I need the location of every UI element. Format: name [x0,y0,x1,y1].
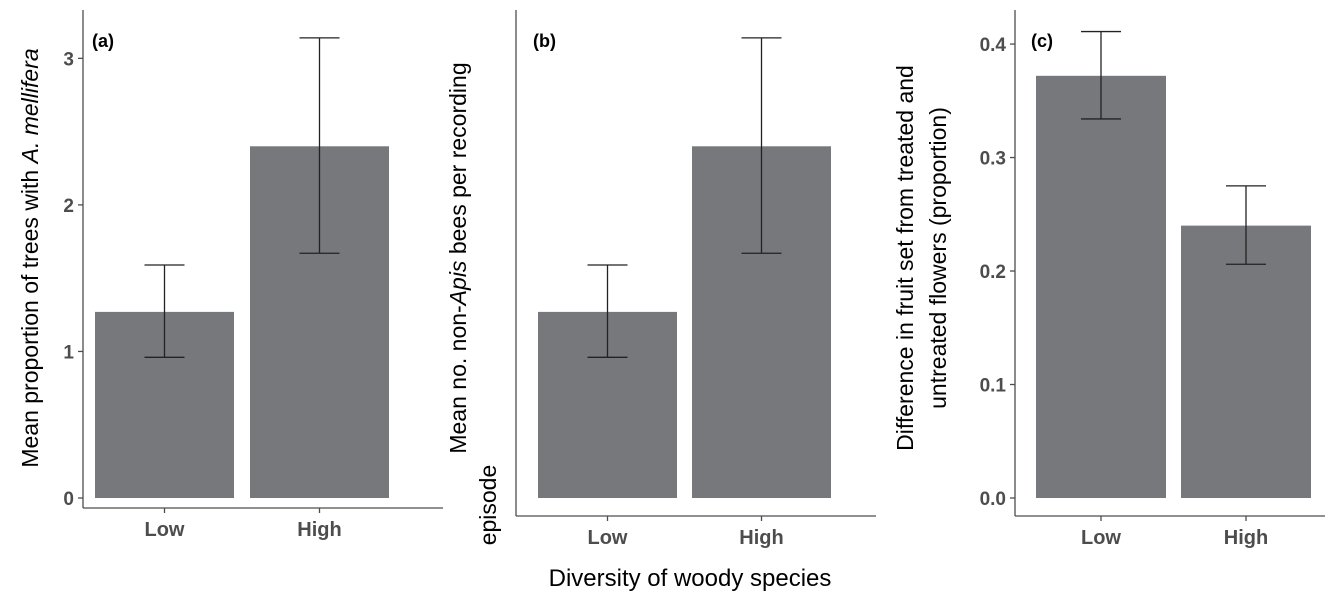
y-axis-label-part: Mean no. non- [445,305,471,453]
panels: 0 1 2 3 Low High (a) Mean proportion of trees w… [17,10,1325,549]
y-tick-label: 3 [63,49,74,70]
y-axis-label-line-2: untreated flowers (proportion) [925,107,951,409]
y-tick-label: 0 [63,489,74,510]
panel-b: Low High (b) Mean no. non-Apis bees per rec… [445,10,876,549]
x-tick-label-low: Low [145,519,185,541]
y-tick-label: 0.2 [980,262,1006,283]
y-tick-label: 0.1 [980,376,1007,397]
y-axis-label-part: bees per recording [445,62,471,260]
panel-c: 0.0 0.1 0.2 0.3 0.4 Low High (c) Difference in f… [892,10,1325,549]
y-axis-label-part: Mean proportion of trees with [17,163,43,467]
y-tick-label: 0.3 [980,149,1006,170]
x-tick-label-low: Low [588,527,628,549]
panel-label: (b) [533,31,556,51]
y-tick-label: 1 [63,342,74,363]
y-axis-label-part: A. mellifera [17,48,43,165]
panel-a: 0 1 2 3 Low High (a) Mean proportion of trees w… [17,10,443,541]
y-tick-label: 2 [63,196,74,217]
y-axis-label: Mean proportion of trees with A. mellife… [17,48,43,467]
y-axis-label: Difference in fruit set from treated and [892,65,918,451]
y-tick-label: 0.4 [980,35,1007,56]
x-tick-label-high: High [1224,527,1268,549]
bar-low [1036,75,1166,499]
y-axis-label-part: Difference in fruit set from treated and [892,65,918,451]
y-axis-label-part: Apis [445,260,471,307]
panel-label: (a) [92,31,114,51]
x-tick-label-low: Low [1081,527,1121,549]
x-tick-label-high: High [297,519,341,541]
y-tick-label: 0.0 [980,489,1006,510]
y-axis-label-line-2: episode [475,465,501,546]
bar-high [1181,225,1311,498]
y-axis-label: Mean no. non-Apis bees per recording [445,62,471,453]
shared-x-axis-label: Diversity of woody species [549,565,832,592]
x-tick-label-high: High [739,527,783,549]
panel-label: (c) [1031,31,1053,51]
